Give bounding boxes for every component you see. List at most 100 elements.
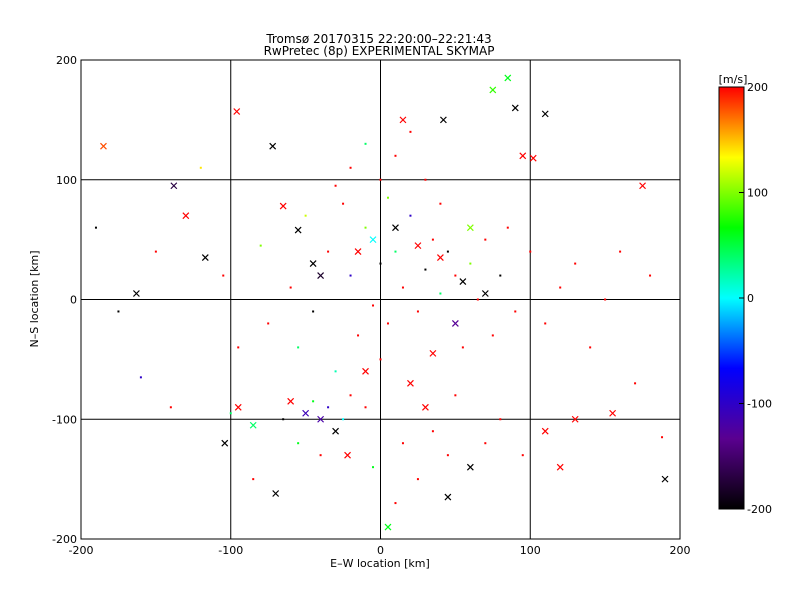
point-dot-marker <box>297 346 300 349</box>
point-dot-marker <box>431 238 434 241</box>
point-dot-marker <box>327 250 330 253</box>
y-tick-label: 100 <box>56 174 77 187</box>
point-x-marker <box>309 260 317 267</box>
point-dot-marker <box>364 142 367 145</box>
y-tick-label: -200 <box>52 533 77 546</box>
point-dot-marker <box>619 250 622 253</box>
point-dot-marker <box>431 430 434 433</box>
point-x-marker <box>294 226 302 234</box>
point-dot-marker <box>304 214 307 217</box>
point-dot-marker <box>229 412 232 415</box>
point-dot-marker <box>469 262 472 265</box>
point-x-marker <box>422 403 429 411</box>
point-x-marker <box>414 242 422 250</box>
x-axis-label: E–W location [km] <box>330 557 430 570</box>
point-dot-marker <box>94 226 97 229</box>
point-dot-marker <box>379 358 382 361</box>
point-dot-marker <box>334 370 337 373</box>
point-dot-marker <box>476 298 479 301</box>
y-axis-label: N–S location [km] <box>28 250 41 347</box>
point-dot-marker <box>484 238 487 241</box>
point-x-marker <box>466 463 474 471</box>
point-x-marker <box>269 142 277 150</box>
point-dot-marker <box>222 274 225 277</box>
point-dot-marker <box>297 442 300 445</box>
y-tick-label: -100 <box>52 413 77 426</box>
point-x-marker <box>439 116 447 124</box>
point-x-marker <box>541 427 549 435</box>
point-x-marker <box>272 490 280 497</box>
point-x-marker <box>489 86 497 94</box>
point-dot-marker <box>521 454 524 457</box>
colorbar-tick-label: 100 <box>747 187 768 200</box>
point-dot-marker <box>544 322 547 325</box>
point-dot-marker <box>237 346 240 349</box>
point-dot-marker <box>461 346 464 349</box>
point-x-marker <box>466 224 474 232</box>
point-x-marker <box>279 202 287 210</box>
point-dot-marker <box>401 286 404 289</box>
point-dot-marker <box>267 322 270 325</box>
point-dot-marker <box>394 250 397 253</box>
colorbar-tick-label: -200 <box>747 503 772 516</box>
point-dot-marker <box>409 214 412 217</box>
point-dot-marker <box>446 454 449 457</box>
point-dot-marker <box>379 178 382 181</box>
point-dot-marker <box>661 436 664 439</box>
point-x-marker <box>221 439 229 447</box>
point-x-marker <box>182 212 190 220</box>
point-x-marker <box>344 451 351 459</box>
point-dot-marker <box>454 394 457 397</box>
point-x-marker <box>399 116 407 124</box>
point-dot-marker <box>334 184 337 187</box>
colorbar-tick-label: 0 <box>747 292 754 305</box>
point-x-marker <box>529 154 537 162</box>
point-dot-marker <box>424 268 427 271</box>
x-tick-label: -200 <box>69 544 94 557</box>
point-x-marker <box>249 421 257 429</box>
point-dot-marker <box>589 346 592 349</box>
point-dot-marker <box>169 406 172 409</box>
point-x-marker <box>234 403 242 411</box>
point-x-marker <box>362 367 369 375</box>
point-dot-marker <box>379 262 382 265</box>
point-dot-marker <box>117 310 120 313</box>
point-dot-marker <box>634 382 637 385</box>
point-dot-marker <box>446 250 449 253</box>
x-tick-label: -100 <box>218 544 243 557</box>
point-x-marker <box>541 110 549 118</box>
y-tick-label: 0 <box>70 294 77 307</box>
point-x-marker <box>661 475 669 483</box>
y-tick-label: 200 <box>56 54 77 67</box>
point-dot-marker <box>327 406 330 409</box>
point-x-marker <box>132 290 140 297</box>
point-dot-marker <box>409 130 412 133</box>
data-points <box>94 74 669 531</box>
point-dot-marker <box>364 406 367 409</box>
point-x-marker <box>639 182 646 190</box>
point-dot-marker <box>386 196 389 199</box>
plot-frame <box>80 59 681 540</box>
point-dot-marker <box>372 466 375 469</box>
point-x-marker <box>369 236 377 244</box>
colorbar-label: [m/s] <box>719 73 748 86</box>
point-dot-marker <box>342 202 345 205</box>
point-dot-marker <box>199 166 202 169</box>
y-axis-ticks: -200 -100 0 100 200 <box>52 54 77 546</box>
point-dot-marker <box>416 478 419 481</box>
point-dot-marker <box>364 226 367 229</box>
point-dot-marker <box>649 274 652 277</box>
point-dot-marker <box>401 442 404 445</box>
colorbar-ticks: -200 -100 0 100 200 <box>739 81 772 516</box>
x-tick-label: 0 <box>377 544 384 557</box>
point-dot-marker <box>604 298 607 301</box>
point-dot-marker <box>514 310 517 313</box>
point-dot-marker <box>416 310 419 313</box>
x-tick-label: 200 <box>670 544 691 557</box>
point-x-marker <box>451 320 459 327</box>
point-x-marker <box>354 248 362 256</box>
colorbar-tick-label: 200 <box>747 81 768 94</box>
point-dot-marker <box>252 478 255 481</box>
point-x-marker <box>504 74 512 82</box>
